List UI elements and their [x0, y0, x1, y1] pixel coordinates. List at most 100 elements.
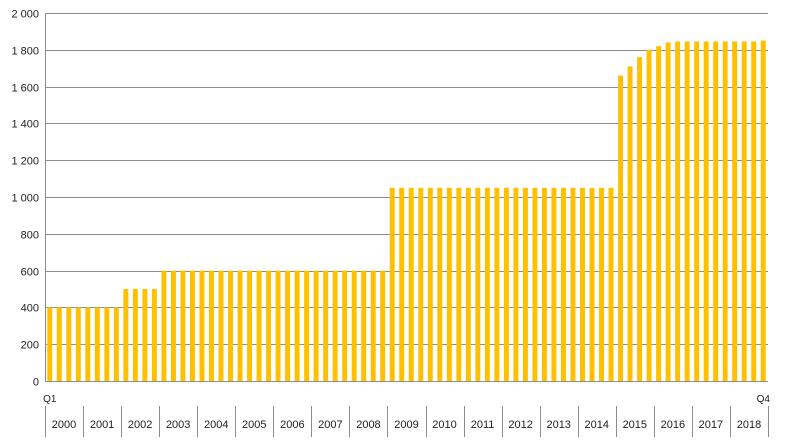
bar — [580, 187, 585, 381]
bar — [656, 46, 662, 382]
bar — [418, 187, 424, 381]
bar — [94, 307, 100, 381]
bar — [694, 41, 700, 382]
bar — [256, 270, 262, 381]
bar — [703, 41, 709, 382]
bar — [751, 41, 757, 382]
bar — [589, 187, 595, 381]
year-label: 2000 — [52, 419, 76, 431]
bar — [351, 270, 357, 381]
y-tick-label: 800 — [21, 230, 39, 242]
bar — [722, 41, 728, 382]
bar — [313, 270, 319, 381]
axes — [45, 13, 769, 437]
year-label: 2018 — [737, 419, 761, 431]
bar — [446, 187, 452, 381]
y-tick-label: 1 800 — [11, 46, 39, 58]
y-tick-label: 1 600 — [11, 83, 39, 95]
bar — [228, 270, 233, 381]
bars — [47, 40, 766, 382]
bar — [427, 187, 433, 381]
bar — [532, 187, 538, 381]
bar — [618, 75, 624, 381]
bar — [408, 187, 414, 381]
bar — [104, 307, 110, 381]
year-label: 2012 — [508, 419, 532, 431]
bar — [437, 187, 443, 381]
year-label: 2005 — [242, 419, 266, 431]
bar — [332, 270, 338, 381]
year-label: 2011 — [471, 419, 495, 431]
bar — [475, 187, 481, 381]
year-label: 2013 — [546, 419, 570, 431]
year-label: 2010 — [432, 419, 456, 431]
bar — [522, 187, 528, 381]
bar — [665, 42, 671, 381]
bar — [237, 270, 243, 381]
year-label: 2009 — [394, 419, 418, 431]
bar — [513, 187, 519, 381]
bar — [199, 270, 205, 381]
bar — [266, 270, 272, 381]
bar — [684, 41, 690, 382]
bar — [275, 270, 281, 381]
bar — [85, 307, 91, 381]
y-tick-label: 1 200 — [11, 156, 39, 168]
y-tick-labels: 0 200 400 600 800 1 000 1 200 1 400 1 600 1 800 2 … — [11, 9, 39, 389]
year-label: 2016 — [661, 419, 685, 431]
year-label: 2006 — [280, 419, 304, 431]
year-label: 2008 — [356, 419, 380, 431]
quarter-label-last: Q4 — [757, 394, 771, 405]
year-label: 2014 — [585, 419, 609, 431]
bar — [627, 66, 633, 382]
bar — [599, 187, 604, 381]
bar — [323, 270, 329, 381]
year-label: 2017 — [699, 419, 723, 431]
bar — [646, 49, 652, 382]
y-tick-label: 400 — [21, 303, 39, 315]
bar — [732, 41, 738, 382]
bar — [380, 270, 386, 381]
bar — [361, 270, 367, 381]
y-tick-label: 2 000 — [11, 9, 39, 21]
bar — [247, 270, 253, 381]
year-label: 2001 — [90, 419, 114, 431]
y-tick-label: 1 400 — [11, 119, 39, 131]
bar — [47, 307, 53, 381]
year-label: 2003 — [166, 419, 190, 431]
y-tick-label: 600 — [21, 267, 39, 279]
bar — [760, 40, 766, 381]
year-label: 2004 — [204, 419, 228, 431]
bar — [570, 187, 576, 381]
bar — [170, 270, 176, 381]
bar — [713, 41, 719, 382]
bar — [75, 307, 81, 381]
bar — [560, 187, 566, 381]
bar — [151, 289, 157, 381]
quarter-label-first: Q1 — [43, 394, 57, 405]
bar — [465, 187, 471, 381]
bar — [741, 41, 747, 382]
y-tick-label: 0 — [33, 377, 39, 389]
bar — [494, 187, 500, 381]
bar — [551, 187, 557, 381]
bar — [399, 187, 405, 381]
bar — [456, 187, 462, 381]
bar — [389, 187, 395, 381]
bar — [56, 307, 62, 381]
bar — [503, 187, 509, 381]
bar — [285, 270, 291, 381]
bar — [209, 270, 214, 381]
bar — [142, 289, 148, 381]
bar — [541, 187, 547, 381]
bar — [132, 289, 138, 381]
bar — [180, 270, 186, 381]
bar — [637, 57, 643, 381]
bar — [161, 270, 167, 381]
bar — [370, 270, 376, 381]
bar — [66, 307, 72, 381]
year-label: 2007 — [318, 419, 342, 431]
bar — [675, 41, 681, 382]
